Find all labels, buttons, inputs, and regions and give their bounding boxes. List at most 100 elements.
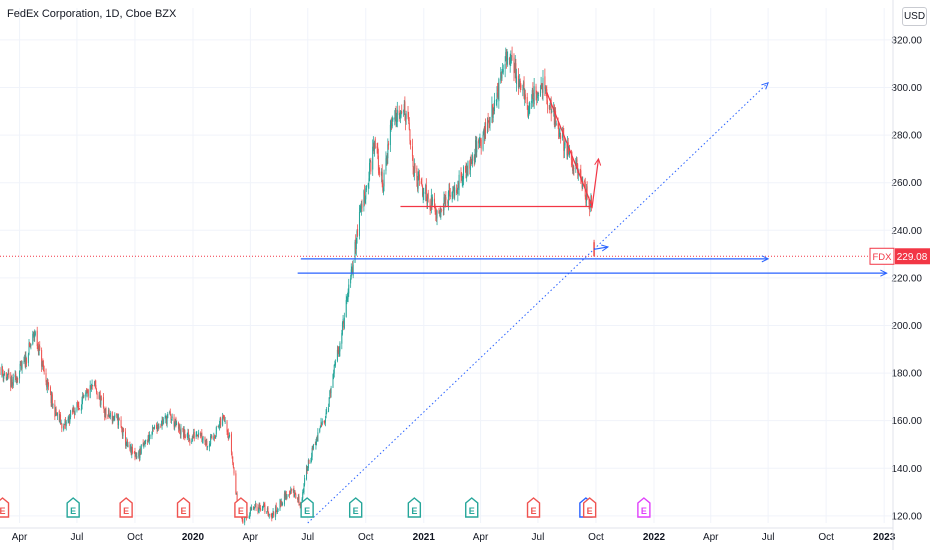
candle-body — [280, 500, 282, 505]
event-marker-earnings-down[interactable]: E — [526, 497, 541, 518]
candle — [457, 180, 459, 202]
event-marker-earnings-down[interactable]: E — [582, 497, 597, 518]
candle — [169, 410, 171, 415]
candle — [273, 511, 275, 518]
candle-body — [144, 440, 146, 446]
candle — [314, 441, 316, 445]
event-marker-earnings-up[interactable]: E — [465, 497, 479, 518]
candle — [585, 194, 587, 207]
candle — [73, 411, 75, 419]
candle — [127, 441, 129, 448]
candle-body — [488, 120, 490, 128]
event-marker-earnings-up[interactable]: E — [300, 497, 314, 518]
candle — [466, 165, 468, 176]
candle-body — [471, 154, 473, 164]
candle-body — [321, 423, 323, 426]
candle-body — [235, 492, 237, 495]
candle — [293, 485, 295, 498]
candle — [404, 96, 406, 121]
event-marker-earnings-down[interactable]: E — [119, 497, 133, 518]
candle-body — [38, 347, 40, 356]
event-marker-label: E — [353, 506, 359, 516]
event-marker-earnings-up[interactable]: E — [348, 497, 363, 518]
candle — [178, 424, 180, 431]
candle — [148, 431, 150, 445]
candle — [298, 493, 300, 506]
candle-body — [528, 107, 530, 109]
currency-button[interactable]: USD — [902, 7, 927, 26]
candle-body — [526, 96, 528, 105]
candle-body — [126, 440, 128, 447]
candle — [568, 144, 570, 158]
candle-body — [341, 333, 343, 344]
candle — [486, 117, 488, 134]
candle-body — [452, 187, 454, 192]
candle-body — [179, 432, 181, 435]
candle-body — [382, 183, 384, 191]
candle — [253, 507, 255, 511]
y-tick-label: 220.00 — [891, 273, 922, 284]
candle — [563, 127, 565, 159]
candle — [17, 377, 19, 383]
event-marker-earnings-down[interactable]: E — [176, 497, 191, 518]
candle — [572, 159, 574, 174]
candle-body — [541, 83, 543, 85]
candle — [255, 502, 257, 512]
candle — [198, 429, 200, 438]
candle — [394, 108, 396, 122]
candle-body — [204, 436, 206, 442]
candle-body — [562, 133, 564, 138]
candle-body — [134, 450, 136, 458]
candle — [218, 424, 220, 429]
candle-body — [355, 242, 357, 250]
candle-body — [250, 508, 252, 510]
candle-body — [332, 374, 334, 388]
candle-body — [572, 160, 574, 171]
candle — [449, 187, 451, 200]
candle-body — [386, 156, 388, 160]
candle-body — [77, 403, 79, 407]
candle — [147, 439, 149, 446]
candle — [502, 62, 504, 74]
candle — [24, 351, 26, 368]
candle-body — [87, 390, 89, 397]
event-marker-earnings-down[interactable]: E — [0, 497, 10, 518]
event-marker-earnings-future[interactable]: E — [637, 497, 651, 518]
candle — [183, 426, 185, 438]
x-tick-label: Jul — [71, 532, 84, 543]
candle — [140, 444, 142, 455]
candle-body — [466, 165, 468, 178]
candle — [38, 344, 40, 356]
event-marker-earnings-up[interactable]: E — [407, 497, 422, 518]
candle — [2, 365, 4, 376]
candle — [497, 82, 499, 100]
candle-body — [285, 493, 287, 499]
y-tick-label: 140.00 — [891, 464, 922, 475]
candle-body — [458, 174, 460, 190]
candle-body — [299, 504, 301, 506]
event-marker-earnings-down[interactable]: E — [234, 497, 248, 518]
candle-body — [51, 394, 53, 406]
candle-body — [328, 397, 330, 407]
candle — [56, 412, 58, 416]
candle-body — [425, 185, 427, 195]
candle-body — [33, 333, 35, 337]
candle — [324, 416, 326, 427]
candle — [443, 191, 445, 216]
event-marker-earnings-up[interactable]: E — [66, 497, 80, 518]
candle-body — [147, 441, 149, 442]
candle-body — [401, 111, 403, 113]
candle — [364, 184, 366, 206]
y-tick-label: 320.00 — [891, 35, 922, 46]
candle — [302, 489, 304, 501]
candle — [346, 296, 348, 305]
candle — [471, 152, 473, 168]
candle-body — [98, 395, 100, 399]
candle-body — [72, 409, 74, 413]
candle — [334, 360, 336, 367]
candle — [64, 418, 66, 425]
candle — [23, 356, 25, 365]
candle-body — [469, 156, 471, 171]
candle-body — [251, 507, 253, 511]
